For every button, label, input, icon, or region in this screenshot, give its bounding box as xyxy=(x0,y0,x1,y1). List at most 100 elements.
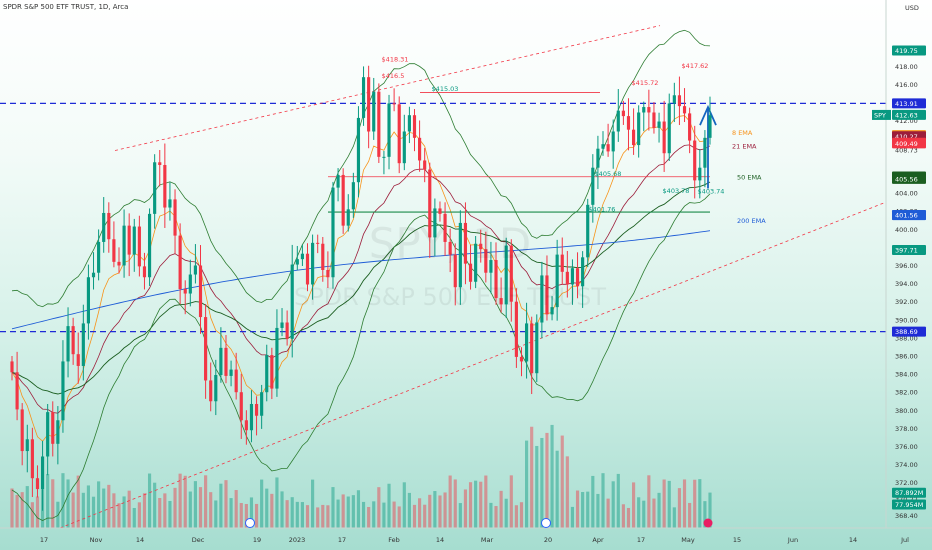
volume-bar xyxy=(407,492,411,528)
y-tick-label: 404.00 xyxy=(895,190,918,198)
volume-bar xyxy=(484,475,488,528)
volume-bar xyxy=(499,490,503,528)
y-tick-label: 390.00 xyxy=(895,316,918,324)
candle-body xyxy=(377,91,381,157)
volume-bar xyxy=(102,488,106,528)
candle-body xyxy=(372,91,376,132)
volume-bar xyxy=(346,496,350,528)
up-arrow xyxy=(699,104,717,189)
volume-bar xyxy=(601,473,605,528)
volume-bar xyxy=(142,493,147,528)
volume-bar xyxy=(581,492,585,528)
candle-body xyxy=(351,182,355,210)
candle-body xyxy=(387,103,391,157)
candle-body xyxy=(326,270,330,278)
volume-bar xyxy=(91,496,96,528)
x-tick-label: Mar xyxy=(481,536,494,544)
volume-bar xyxy=(198,487,203,528)
volume-bar xyxy=(382,502,386,528)
volume-bar xyxy=(377,487,381,528)
candle-body xyxy=(407,115,411,132)
candle-body xyxy=(234,369,238,393)
y-tick-label: 392.00 xyxy=(895,298,918,306)
candle-body xyxy=(489,260,493,273)
candle-body xyxy=(392,103,396,105)
price-badge-text: 77.954M xyxy=(895,501,923,509)
volume-bar xyxy=(81,492,85,528)
symbol-tag-text: SPY xyxy=(874,111,886,119)
ema21-line xyxy=(11,144,711,414)
volume-bar xyxy=(61,473,65,528)
candle-body xyxy=(397,104,401,164)
volume-bar xyxy=(438,495,442,528)
price-annotation: $415.03 xyxy=(432,85,459,93)
candle-body xyxy=(708,115,712,138)
candle-body xyxy=(275,327,279,389)
price-badge-text: 413.91 xyxy=(895,100,918,108)
bollinger-lower xyxy=(11,193,711,521)
volume-bar xyxy=(209,492,213,528)
watermark-symbol: SPY, 1D xyxy=(369,219,531,268)
volume-bar xyxy=(458,503,462,528)
volume-bar xyxy=(183,475,187,528)
x-tick-label: Feb xyxy=(388,536,400,544)
price-annotation: $418.31 xyxy=(382,56,409,64)
x-tick-label: 17 xyxy=(338,536,346,544)
candle-body xyxy=(565,271,569,285)
price-annotation: $403.78 xyxy=(663,187,690,195)
candle-body xyxy=(305,253,310,285)
candle-body xyxy=(178,235,182,290)
candle-body xyxy=(61,361,65,421)
price-badge xyxy=(892,98,926,109)
y-tick-label: 370.22 xyxy=(895,495,918,503)
volume-bar xyxy=(265,488,269,528)
candle-body xyxy=(545,275,549,315)
volume-bar xyxy=(71,492,75,528)
volume-bar xyxy=(188,491,192,528)
volume-bar xyxy=(468,482,473,528)
candle-body xyxy=(688,113,692,141)
candle-body xyxy=(20,409,24,452)
candle-body xyxy=(336,174,340,188)
candle-body xyxy=(479,243,483,250)
volume-bar xyxy=(76,475,80,528)
candle-body xyxy=(46,412,50,457)
volume-bar xyxy=(698,479,702,528)
volume-bar xyxy=(219,483,223,528)
y-tick-label: 408.73 xyxy=(895,147,918,155)
bollinger-upper xyxy=(11,29,711,308)
volume-bar xyxy=(137,502,141,528)
candle-body xyxy=(30,439,34,479)
candle-body xyxy=(35,478,40,490)
ema8-line xyxy=(11,115,711,442)
volume-bar xyxy=(97,481,101,528)
volume-bar xyxy=(112,493,116,528)
price-badge-text: 409.49 xyxy=(895,140,918,148)
volume-bar xyxy=(545,432,549,528)
volume-bar xyxy=(514,505,518,528)
volume-bar xyxy=(336,499,340,528)
candle-body xyxy=(153,162,157,214)
volume-bar xyxy=(249,497,254,528)
candle-body xyxy=(591,167,595,205)
volume-bar xyxy=(224,480,228,528)
volume-bar xyxy=(331,487,335,528)
candle-body xyxy=(586,204,590,258)
price-annotation: $403.74 xyxy=(698,187,725,195)
candle-body xyxy=(443,213,447,242)
volume-bar xyxy=(30,502,34,528)
candle-body xyxy=(127,225,131,255)
x-tick-label: 14 xyxy=(136,536,144,544)
volume-bar xyxy=(616,473,620,528)
volume-bar xyxy=(657,492,661,528)
volume-bar xyxy=(35,496,40,528)
volume-bar xyxy=(525,440,529,528)
volume-bar xyxy=(637,497,641,528)
volume-bar xyxy=(356,490,361,528)
candle-body xyxy=(367,77,371,132)
volume-bar xyxy=(300,502,304,528)
candle-body xyxy=(611,131,615,152)
candle-body xyxy=(285,322,289,339)
